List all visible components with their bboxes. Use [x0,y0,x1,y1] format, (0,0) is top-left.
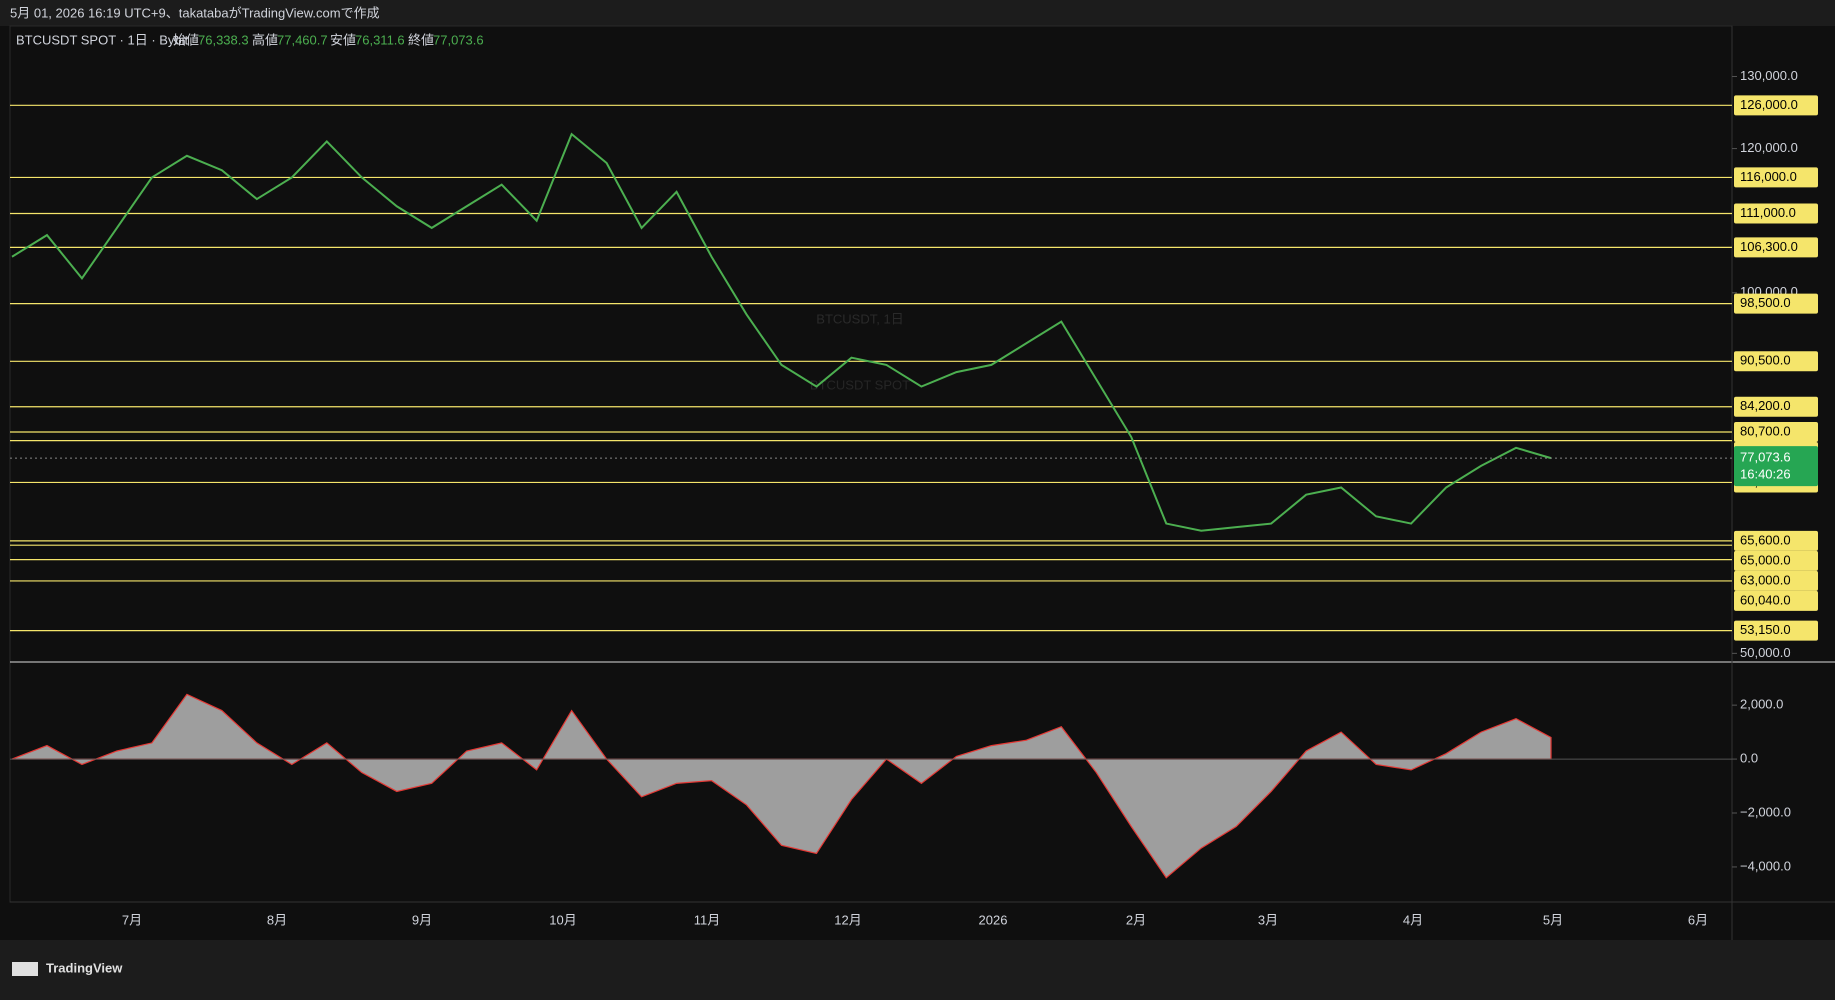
x-tick-label: 6月 [1688,912,1708,927]
y-tick-label: 50,000.0 [1740,645,1791,660]
level-label: 111,000.0 [1740,205,1796,220]
y-tick-label: −2,000.0 [1740,804,1791,819]
high-label: 高値 [252,32,278,47]
low-value: 76,311.6 [355,32,405,47]
symbol-info: BTCUSDT SPOT · 1日 · Bybit 始値 76,338.3 高値… [16,32,484,47]
header-text: 5月 01, 2026 16:19 UTC+9、takatabaがTrading… [10,5,380,20]
last-price-box [1734,446,1818,487]
x-tick-label: 11月 [694,912,721,927]
level-label-box [1734,530,1818,551]
y-tick-label: 120,000.0 [1740,140,1798,155]
x-tick-label: 12月 [834,912,861,927]
watermark-title: BTCUSDT, 1日 [816,311,903,326]
level-label-box [1734,550,1818,571]
level-label: 65,600.0 [1740,532,1791,547]
last-price-label: 77,073.6 [1740,450,1791,465]
symbol: BTCUSDT SPOT · 1日 · Bybit [16,32,189,47]
price-line [11,132,1552,532]
y-tick-label: 0.0 [1740,751,1758,766]
level-label: 84,200.0 [1740,398,1791,413]
level-label: 106,300.0 [1740,239,1798,254]
x-tick-label: 7月 [122,912,142,927]
y-tick-label: −4,000.0 [1740,858,1791,873]
y-tick-label: 130,000.0 [1740,68,1798,83]
close-label: 終値 [408,32,434,47]
x-tick-label: 8月 [267,912,287,927]
x-tick-label: 9月 [412,912,432,927]
level-label: 90,500.0 [1740,353,1791,368]
level-label: 116,000.0 [1740,169,1797,184]
x-tick-label: 3月 [1258,912,1278,927]
level-label: 60,040.0 [1740,592,1791,607]
level-label: 53,150.0 [1740,622,1791,637]
level-label-box [1734,203,1818,224]
macd-histogram [11,693,1552,879]
level-label-box [1734,620,1818,641]
level-label-box [1734,570,1818,591]
open-value: 76,338.3 [198,32,249,47]
level-label: 80,700.0 [1740,423,1791,438]
level-label: 98,500.0 [1740,295,1791,310]
brand-logo[interactable] [12,962,38,976]
level-label-box [1734,421,1818,442]
y-tick-label: 2,000.0 [1740,697,1783,712]
level-label: 63,000.0 [1740,572,1791,587]
level-label: 65,000.0 [1740,552,1791,567]
level-label-box [1734,396,1818,417]
watermark-subtitle: BTCUSDT SPOT [810,377,910,392]
x-tick-label: 4月 [1403,912,1423,927]
open-label: 始値 [173,32,199,47]
level-label-box [1734,293,1818,314]
x-tick-label: 2026 [979,912,1008,927]
brand[interactable]: TradingView [46,960,123,975]
level-label-box [1734,590,1818,611]
header-bar [0,0,1835,26]
level-label-box [1734,237,1818,258]
close-value: 77,073.6 [433,32,484,47]
x-tick-label: 5月 [1543,912,1563,927]
level-label-box [1734,351,1818,372]
level-label-box [1734,167,1818,188]
level-label: 126,000.0 [1740,97,1798,112]
low-label: 安値 [330,32,356,47]
countdown: 16:40:26 [1740,467,1791,482]
footer-bar [0,940,1835,1000]
x-tick-label: 10月 [549,912,576,927]
x-tick-label: 2月 [1126,912,1146,927]
level-label-box [1734,95,1818,116]
high-value: 77,460.7 [277,32,328,47]
